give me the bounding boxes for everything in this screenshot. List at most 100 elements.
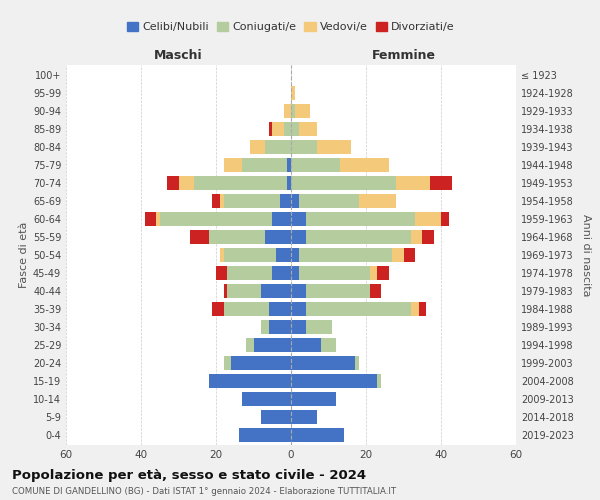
Bar [306,320,332,334]
Bar [223,194,280,208]
Bar [190,230,209,244]
Bar [212,302,223,316]
Bar [370,266,377,280]
Bar [306,284,370,298]
Bar [291,266,299,280]
Y-axis label: Anni di nascita: Anni di nascita [581,214,590,296]
Bar [284,104,291,118]
Bar [269,302,291,316]
Bar [209,230,265,244]
Legend: Celibi/Nubili, Coniugati/e, Vedovi/e, Divorziati/e: Celibi/Nubili, Coniugati/e, Vedovi/e, Di… [123,18,459,36]
Bar [441,212,449,226]
Bar [291,140,317,154]
Bar [299,248,392,262]
Bar [392,248,404,262]
Bar [272,266,291,280]
Bar [291,104,295,118]
Bar [193,176,287,190]
Bar [269,320,291,334]
Bar [321,338,336,352]
Bar [295,104,310,118]
Bar [231,356,291,370]
Bar [377,266,389,280]
Bar [179,176,193,190]
Bar [411,302,419,316]
Bar [355,356,359,370]
Bar [299,194,359,208]
Bar [291,428,343,442]
Bar [306,230,411,244]
Bar [430,176,452,190]
Text: Femmine: Femmine [371,50,436,62]
Bar [223,248,276,262]
Bar [272,212,291,226]
Bar [291,230,306,244]
Bar [250,140,265,154]
Bar [299,122,317,136]
Bar [359,194,396,208]
Bar [272,122,284,136]
Bar [299,266,370,280]
Bar [411,230,422,244]
Bar [422,230,433,244]
Bar [220,248,223,262]
Bar [216,266,227,280]
Bar [242,158,287,172]
Bar [156,212,160,226]
Text: Popolazione per età, sesso e stato civile - 2024: Popolazione per età, sesso e stato civil… [12,470,366,482]
Bar [291,338,321,352]
Bar [306,212,415,226]
Bar [160,212,272,226]
Text: COMUNE DI GANDELLINO (BG) - Dati ISTAT 1° gennaio 2024 - Elaborazione TUTTITALIA: COMUNE DI GANDELLINO (BG) - Dati ISTAT 1… [12,486,396,496]
Bar [287,176,291,190]
Bar [306,302,411,316]
Bar [291,392,336,406]
Bar [261,320,269,334]
Bar [223,284,227,298]
Bar [227,284,261,298]
Bar [291,212,306,226]
Bar [280,194,291,208]
Bar [396,176,430,190]
Bar [261,284,291,298]
Bar [209,374,291,388]
Bar [223,302,269,316]
Bar [317,140,351,154]
Bar [287,158,291,172]
Bar [223,158,242,172]
Bar [284,122,291,136]
Bar [419,302,426,316]
Bar [291,248,299,262]
Y-axis label: Fasce di età: Fasce di età [19,222,29,288]
Text: Maschi: Maschi [154,50,203,62]
Bar [291,194,299,208]
Bar [212,194,220,208]
Bar [261,410,291,424]
Bar [291,302,306,316]
Bar [340,158,389,172]
Bar [404,248,415,262]
Bar [167,176,179,190]
Bar [269,122,272,136]
Bar [291,410,317,424]
Bar [291,374,377,388]
Bar [246,338,254,352]
Bar [254,338,291,352]
Bar [239,428,291,442]
Bar [291,86,295,100]
Bar [227,266,272,280]
Bar [242,392,291,406]
Bar [370,284,381,298]
Bar [220,194,223,208]
Bar [415,212,441,226]
Bar [276,248,291,262]
Bar [291,320,306,334]
Bar [265,230,291,244]
Bar [377,374,381,388]
Bar [145,212,156,226]
Bar [291,122,299,136]
Bar [291,284,306,298]
Bar [265,140,291,154]
Bar [223,356,231,370]
Bar [291,356,355,370]
